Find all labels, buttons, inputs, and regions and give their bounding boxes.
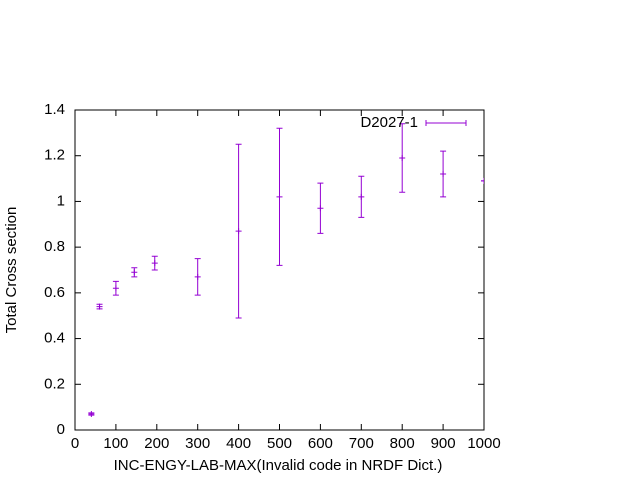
y-axis-label: Total Cross section — [3, 207, 20, 334]
point — [131, 269, 138, 276]
x-tick-label: 100 — [103, 435, 128, 452]
x-tick-label: 0 — [71, 435, 79, 452]
y-tick-label: 1.4 — [44, 101, 65, 118]
x-tick-label: 700 — [349, 435, 374, 452]
x-tick-label: 800 — [390, 435, 415, 452]
x-axis-label: INC-ENGY-LAB-MAX(Invalid code in NRDF Di… — [114, 457, 443, 474]
plot-area — [88, 123, 484, 417]
y-tick-label: 0.6 — [44, 284, 65, 301]
legend-swatch — [425, 120, 467, 126]
point — [88, 411, 95, 417]
point — [481, 177, 484, 184]
y-tick-label: 0.4 — [44, 330, 65, 347]
legend-label: D2027-1 — [360, 114, 418, 131]
point — [358, 193, 365, 200]
y-tick-label: 0.2 — [44, 375, 65, 392]
point — [399, 155, 406, 161]
x-tick-label: 900 — [431, 435, 456, 452]
x-tick-label: 200 — [144, 435, 169, 452]
y-tick-label: 1 — [57, 192, 65, 209]
point — [151, 260, 158, 267]
x-tick-label: 500 — [267, 435, 292, 452]
y-tick-label: 0.8 — [44, 238, 65, 255]
x-tick-label: 300 — [185, 435, 210, 452]
point — [96, 303, 103, 310]
point — [194, 273, 201, 280]
y-tick-label: 1.2 — [44, 147, 65, 164]
x-tick-label: 1000 — [467, 435, 500, 452]
x-tick-label: 600 — [308, 435, 333, 452]
y-tick-label: 0 — [57, 421, 65, 438]
point — [440, 171, 447, 177]
point — [317, 205, 324, 212]
point — [235, 228, 242, 235]
point — [276, 193, 283, 200]
x-tick-label: 400 — [226, 435, 251, 452]
point — [112, 285, 119, 292]
